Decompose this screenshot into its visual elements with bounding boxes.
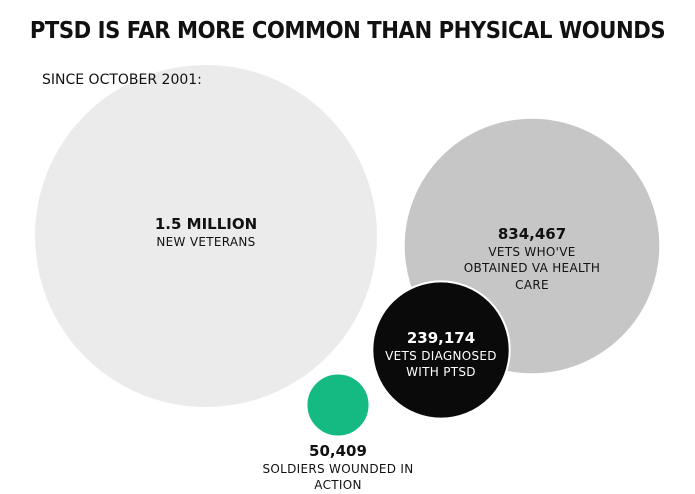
value-label: 50,409 [309,441,367,460]
bubble-label: 50,409 SOLDIERS WOUNDED IN ACTION [258,441,418,494]
bubble [305,372,371,438]
chart-title: PTSD IS FAR MORE COMMON THAN PHYSICAL WO… [29,18,666,44]
value-label: 239,174 [406,329,476,347]
category-label: NEW VETERANS [156,235,256,250]
category-label: VETS WHO'VE OBTAINED VA HEALTH CARE [463,245,601,292]
category-label: VETS DIAGNOSED WITH PTSD [385,349,497,380]
bubble-label: 1.5 MILLION NEW VETERANS [121,214,291,250]
chart-subtitle: SINCE OCTOBER 2001: [42,72,202,88]
value-label: 1.5 MILLION [154,215,258,233]
bubble-label: 239,174 VETS DIAGNOSED WITH PTSD [381,328,501,381]
category-label: SOLDIERS WOUNDED IN ACTION [262,461,414,492]
bubble [33,63,379,409]
bubble-label: 834,467 VETS WHO'VE OBTAINED VA HEALTH CA… [457,224,607,293]
value-label: 834,467 [497,225,567,243]
bubble [371,280,511,420]
